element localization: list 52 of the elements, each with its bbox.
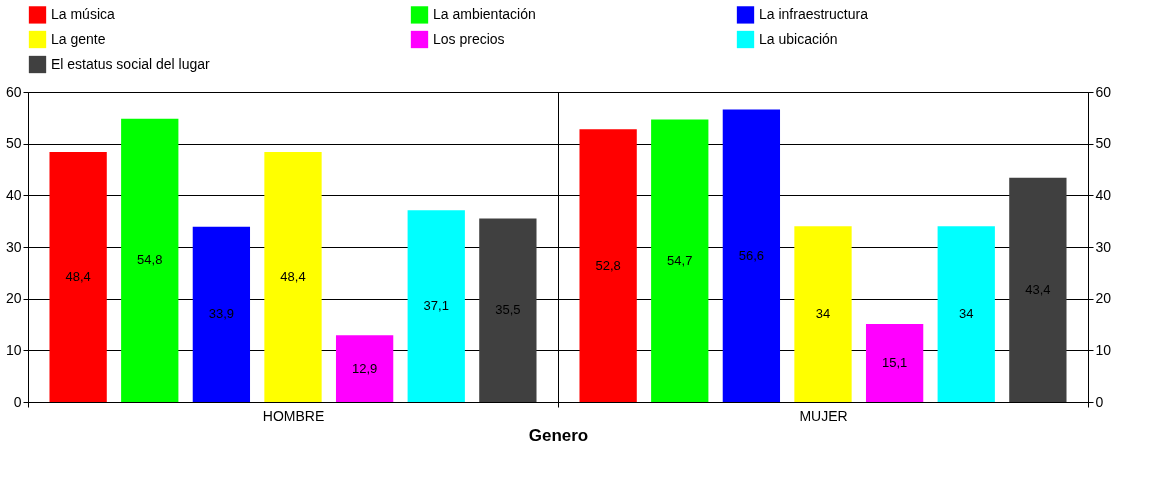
data-label: 52,8 bbox=[595, 257, 621, 273]
data-label: 34 bbox=[815, 306, 831, 322]
bar bbox=[479, 218, 537, 402]
y2-tick-label: 30 bbox=[1095, 238, 1112, 255]
legend-label: La infraestructura bbox=[759, 5, 869, 22]
bar bbox=[407, 210, 465, 402]
y-tick-label: 0 bbox=[13, 393, 22, 410]
y-tick-label: 60 bbox=[5, 83, 22, 100]
data-label: 35,5 bbox=[495, 302, 521, 318]
data-label: 12,9 bbox=[351, 360, 378, 376]
bar bbox=[121, 118, 179, 402]
y-tick-label: 10 bbox=[5, 341, 22, 358]
data-label: 43,4 bbox=[1025, 281, 1051, 297]
bar bbox=[579, 129, 637, 402]
x-axis-title: Genero bbox=[528, 425, 589, 445]
data-label: 37,1 bbox=[423, 298, 449, 314]
bar bbox=[192, 226, 251, 402]
bar bbox=[722, 109, 781, 402]
legend-label: La gente bbox=[51, 30, 106, 47]
bar bbox=[335, 335, 394, 402]
y-tick-label: 40 bbox=[5, 186, 22, 203]
x-tick-label: HOMBRE bbox=[262, 407, 325, 424]
x-tick-label: MUJER bbox=[799, 407, 848, 424]
data-label: 15,1 bbox=[881, 354, 908, 370]
legend-label: La música bbox=[51, 5, 116, 22]
legend-label: Los precios bbox=[433, 30, 505, 47]
bar bbox=[264, 151, 322, 402]
y2-tick-label: 50 bbox=[1095, 135, 1112, 152]
y2-tick-label: 40 bbox=[1095, 186, 1112, 203]
data-label: 54,8 bbox=[137, 252, 163, 268]
legend-label: La ambientación bbox=[433, 5, 536, 22]
bar bbox=[651, 119, 709, 402]
y-tick-label: 30 bbox=[5, 238, 22, 255]
data-label: 48,4 bbox=[280, 268, 306, 284]
y2-tick-label: 0 bbox=[1095, 393, 1104, 410]
legend-label: El estatus social del lugar bbox=[51, 55, 211, 72]
data-label: 54,7 bbox=[667, 252, 693, 268]
bar bbox=[865, 323, 924, 402]
legend-label: La ubicación bbox=[759, 30, 838, 47]
bar bbox=[49, 151, 107, 402]
data-label: 33,9 bbox=[208, 306, 235, 322]
bar bbox=[937, 226, 995, 402]
y-tick-label: 20 bbox=[5, 290, 22, 307]
y2-tick-label: 20 bbox=[1095, 290, 1112, 307]
data-label: 48,4 bbox=[65, 268, 91, 284]
data-label: 34 bbox=[959, 306, 974, 322]
y2-tick-label: 10 bbox=[1095, 341, 1112, 358]
y2-tick-label: 60 bbox=[1095, 83, 1112, 100]
y-tick-label: 50 bbox=[5, 135, 22, 152]
bar bbox=[1009, 177, 1067, 402]
data-label: 56,6 bbox=[738, 247, 765, 263]
bar bbox=[794, 226, 852, 402]
